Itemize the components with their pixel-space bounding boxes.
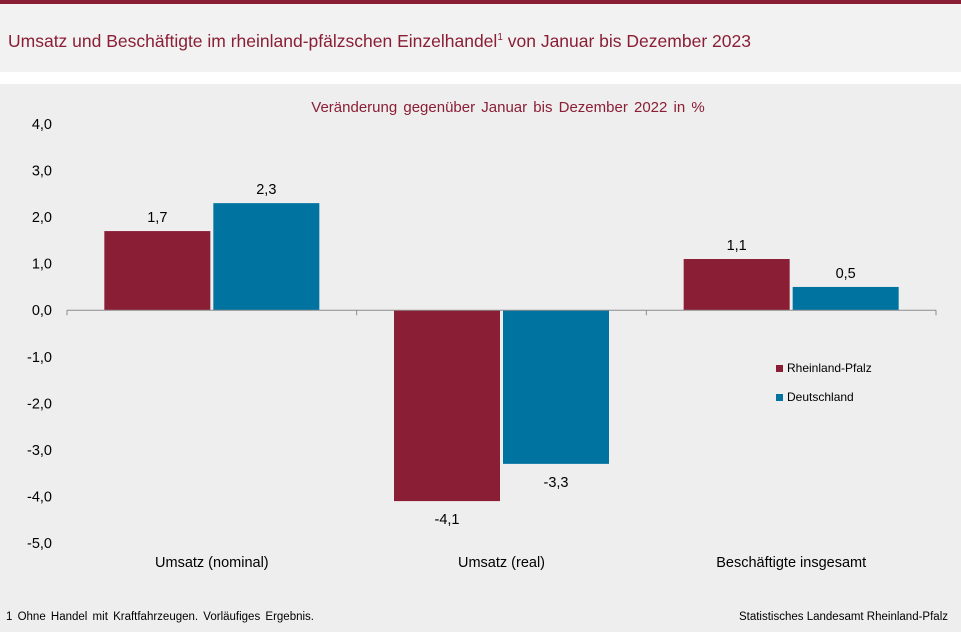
- bar-deutschland: [213, 203, 320, 311]
- bar-deutschland: [792, 286, 899, 311]
- x-category-label: Beschäftigte insgesamt: [716, 555, 866, 571]
- bar-rheinland-pfalz: [683, 259, 790, 311]
- data-label: 1,1: [727, 238, 747, 254]
- chart-subtitle: Veränderung gegenüber Januar bis Dezembe…: [311, 99, 704, 116]
- y-tick-label: 3,0: [32, 164, 52, 180]
- x-category-label: Umsatz (nominal): [155, 555, 269, 571]
- chart-area: Veränderung gegenüber Januar bis Dezembe…: [0, 84, 961, 632]
- legend-swatch: [776, 365, 783, 372]
- data-label: 0,5: [836, 266, 856, 282]
- page-title: Umsatz und Beschäftigte im rheinland-pfä…: [8, 31, 751, 51]
- footnote: 1 Ohne Handel mit Kraftfahrzeugen. Vorlä…: [6, 611, 314, 623]
- bar-rheinland-pfalz: [394, 310, 500, 502]
- source-note: Statistisches Landesamt Rheinland-Pfalz: [738, 611, 948, 623]
- y-tick-label: -1,0: [27, 350, 52, 366]
- x-category-label: Umsatz (real): [458, 555, 545, 571]
- y-tick-label: -5,0: [27, 536, 52, 552]
- legend-label: Rheinland-Pfalz: [787, 361, 872, 375]
- bar-rheinland-pfalz: [104, 231, 211, 311]
- top-accent-bar: [0, 0, 961, 4]
- header: Umsatz und Beschäftigte im rheinland-pfä…: [0, 4, 961, 72]
- data-label: 1,7: [147, 210, 167, 226]
- separator: [0, 72, 961, 84]
- bar-chart: Veränderung gegenüber Januar bis Dezembe…: [27, 99, 937, 571]
- y-tick-label: 0,0: [32, 303, 52, 319]
- y-tick-label: -4,0: [27, 489, 52, 505]
- y-tick-label: 4,0: [32, 117, 52, 133]
- data-label: 2,3: [256, 182, 276, 198]
- y-tick-label: 2,0: [32, 210, 52, 226]
- bar-deutschland: [503, 310, 609, 464]
- y-tick-label: 1,0: [32, 257, 52, 273]
- legend-label: Deutschland: [787, 390, 854, 404]
- y-tick-label: -3,0: [27, 443, 52, 459]
- y-tick-label: -2,0: [27, 396, 52, 412]
- data-label: -4,1: [435, 512, 460, 528]
- data-label: -3,3: [544, 475, 569, 491]
- legend-swatch: [776, 394, 783, 401]
